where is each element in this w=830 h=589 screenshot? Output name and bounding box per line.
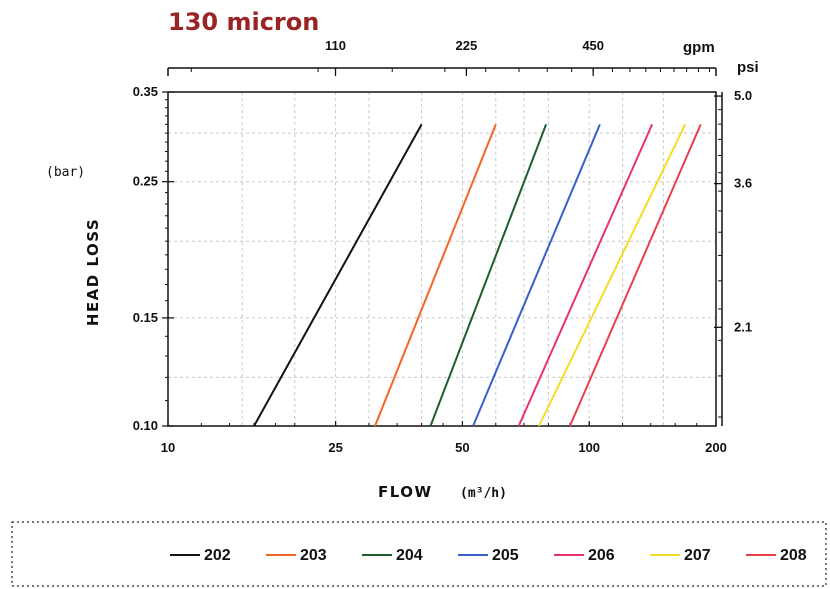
series-line-202 [253, 123, 423, 427]
series-line-204 [429, 124, 548, 427]
y-axis-unit: (bar) [46, 165, 85, 180]
right-axis: 2.1 3.6 5.0 [714, 88, 752, 426]
legend-label-203: 203 [300, 547, 327, 564]
bottom-axis: 10 25 50 100 200 [161, 421, 727, 455]
legend-label-208: 208 [780, 547, 807, 564]
y-tick-label: 0.25 [133, 174, 158, 189]
right-tick-label: 5.0 [734, 88, 752, 103]
top-tick-label: 225 [456, 38, 478, 53]
top-tick-label: 110 [325, 38, 346, 53]
y-tick-label: 0.35 [133, 84, 158, 99]
chart-title: 130 micron [168, 8, 319, 36]
y-tick-label: 0.10 [133, 418, 158, 433]
right-tick-label: 3.6 [734, 176, 752, 191]
legend-label-207: 207 [684, 547, 711, 564]
series-line-206 [517, 123, 654, 427]
series-line-208 [568, 124, 702, 427]
top-axis: 110 225 450 [167, 38, 717, 76]
x-tick-label: 50 [455, 440, 469, 455]
left-axis: 0.10 0.15 0.25 0.35 [133, 84, 174, 433]
series-line-205 [472, 124, 601, 427]
series-line-203 [374, 124, 497, 427]
series-line-207 [538, 123, 687, 427]
x-axis-title: FLOW [378, 483, 433, 501]
top-tick-label: 450 [582, 38, 604, 53]
x-tick-label: 200 [705, 440, 727, 455]
x-tick-label: 100 [578, 440, 600, 455]
y-axis-title: HEAD LOSS [84, 218, 102, 326]
legend-label-204: 204 [396, 547, 423, 564]
plot-frame [167, 91, 717, 427]
top-axis-unit: gpm [683, 39, 715, 56]
series-lines [253, 123, 702, 427]
right-tick-label: 2.1 [734, 319, 752, 334]
legend-label-206: 206 [588, 547, 615, 564]
right-axis-unit: psi [737, 59, 759, 76]
legend-label-202: 202 [204, 547, 231, 564]
legend: 202 203 204 205 206 207 208 [170, 547, 807, 564]
x-tick-label: 25 [328, 440, 342, 455]
x-axis-unit: (m³/h) [460, 486, 507, 501]
legend-label-205: 205 [492, 547, 519, 564]
legend-box [11, 521, 827, 587]
y-tick-label: 0.15 [133, 310, 158, 325]
x-tick-label: 10 [161, 440, 175, 455]
